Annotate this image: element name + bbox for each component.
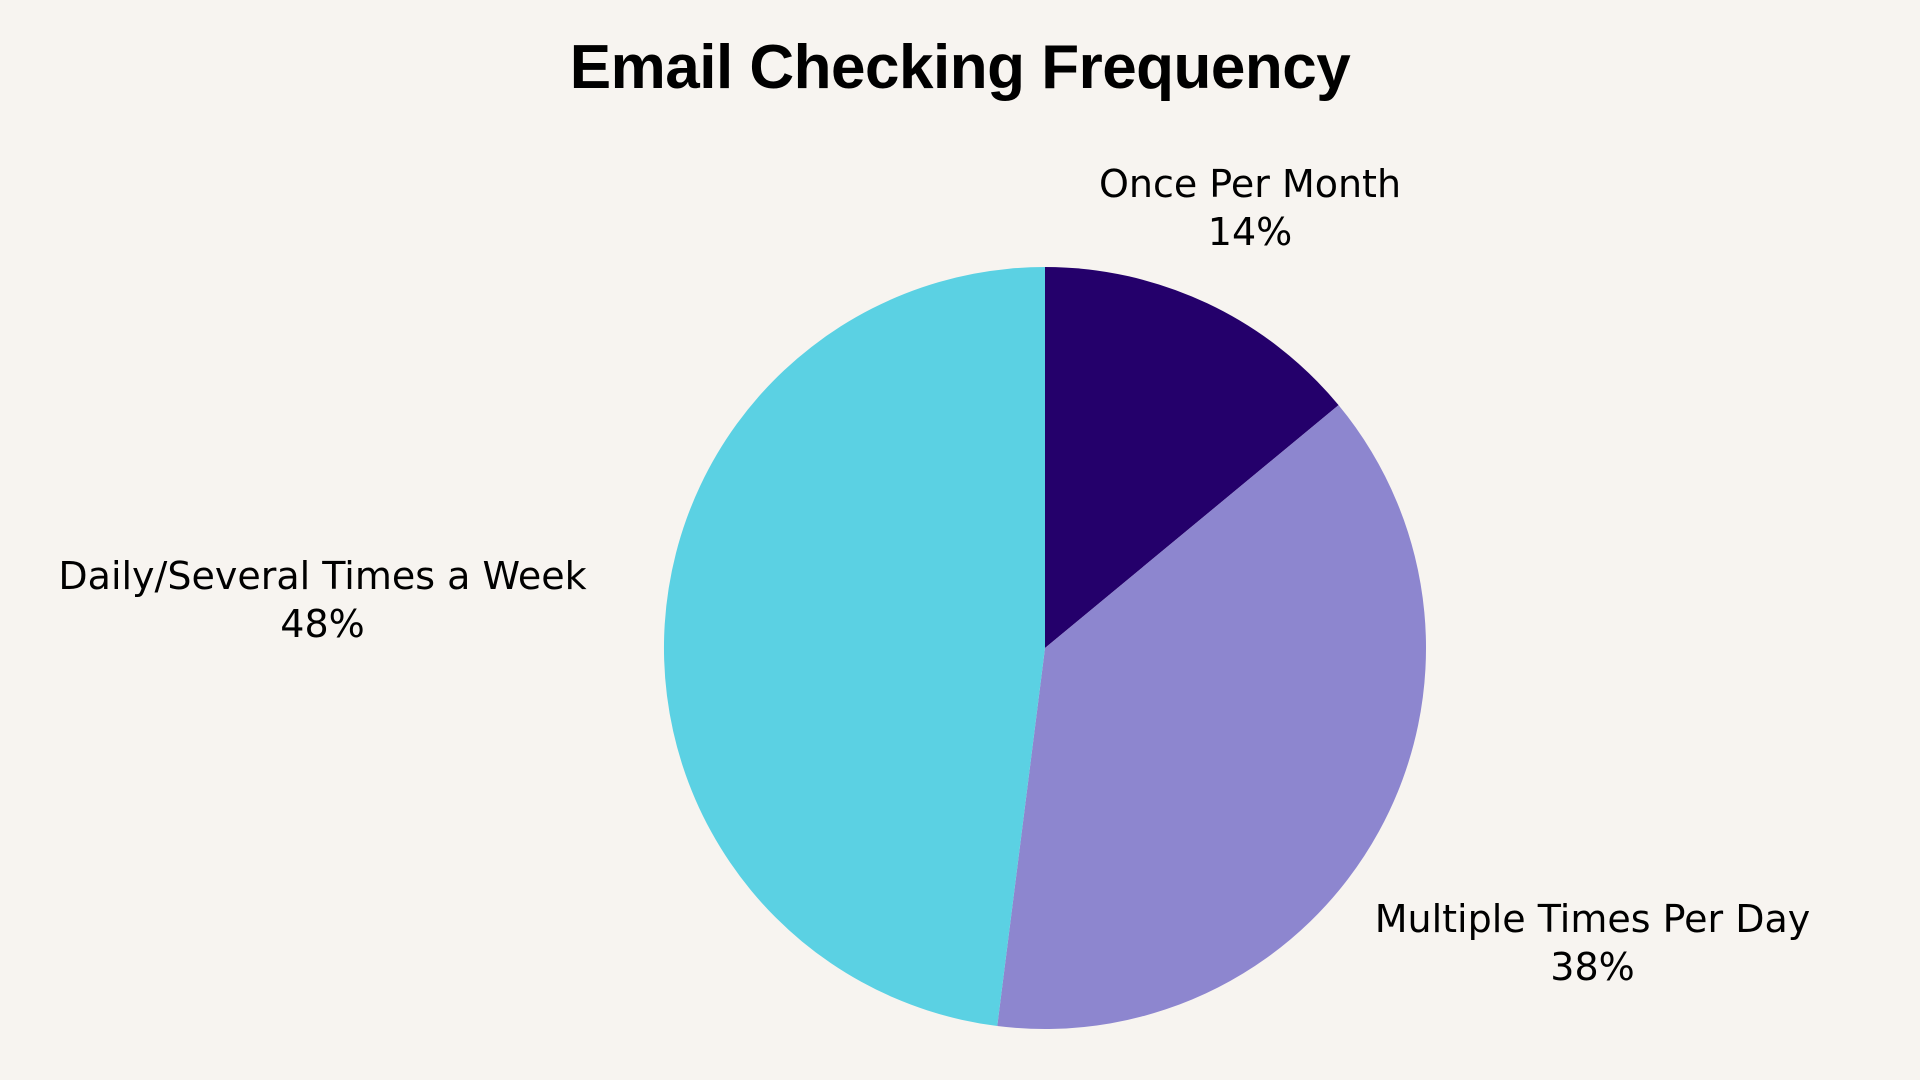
slice-once-per-month [1045, 267, 1339, 648]
label-value: 38% [1550, 945, 1635, 989]
label-once-per-month: Once Per Month 14% [1060, 160, 1440, 256]
slice-multiple-times-per-day [997, 405, 1427, 1030]
label-value: 14% [1207, 210, 1293, 254]
label-multiple-times-per-day: Multiple Times Per Day 38% [1330, 895, 1855, 991]
chart-title: Email Checking Frequency [569, 33, 1351, 102]
label-name: Daily/Several Times a Week [58, 554, 587, 598]
label-name: Once Per Month [1098, 162, 1402, 206]
label-daily-several-times-a-week: Daily/Several Times a Week 48% [50, 552, 595, 648]
label-value: 48% [280, 602, 365, 646]
slice-daily-several-times-a-week [663, 267, 1045, 1026]
label-name: Multiple Times Per Day [1374, 897, 1811, 941]
